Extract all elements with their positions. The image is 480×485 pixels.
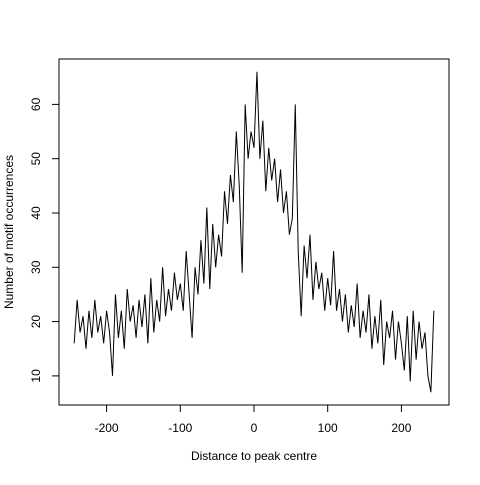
x-tick-label: -100 (168, 421, 192, 435)
y-tick-label: 50 (29, 152, 43, 166)
x-tick-label: -200 (95, 421, 119, 435)
x-tick-label: 100 (318, 421, 338, 435)
data-line (73, 71, 435, 393)
y-tick-label: 30 (29, 260, 43, 274)
y-tick-label: 40 (29, 206, 43, 220)
y-axis-label: Number of motif occurrences (2, 155, 16, 309)
x-axis-label: Distance to peak centre (191, 449, 317, 463)
x-tick-label: 0 (251, 421, 258, 435)
x-tick-label: 200 (391, 421, 411, 435)
y-tick-label: 10 (29, 369, 43, 383)
y-tick-label: 60 (29, 97, 43, 111)
plot-box (58, 58, 450, 406)
y-tick-label: 20 (29, 315, 43, 329)
